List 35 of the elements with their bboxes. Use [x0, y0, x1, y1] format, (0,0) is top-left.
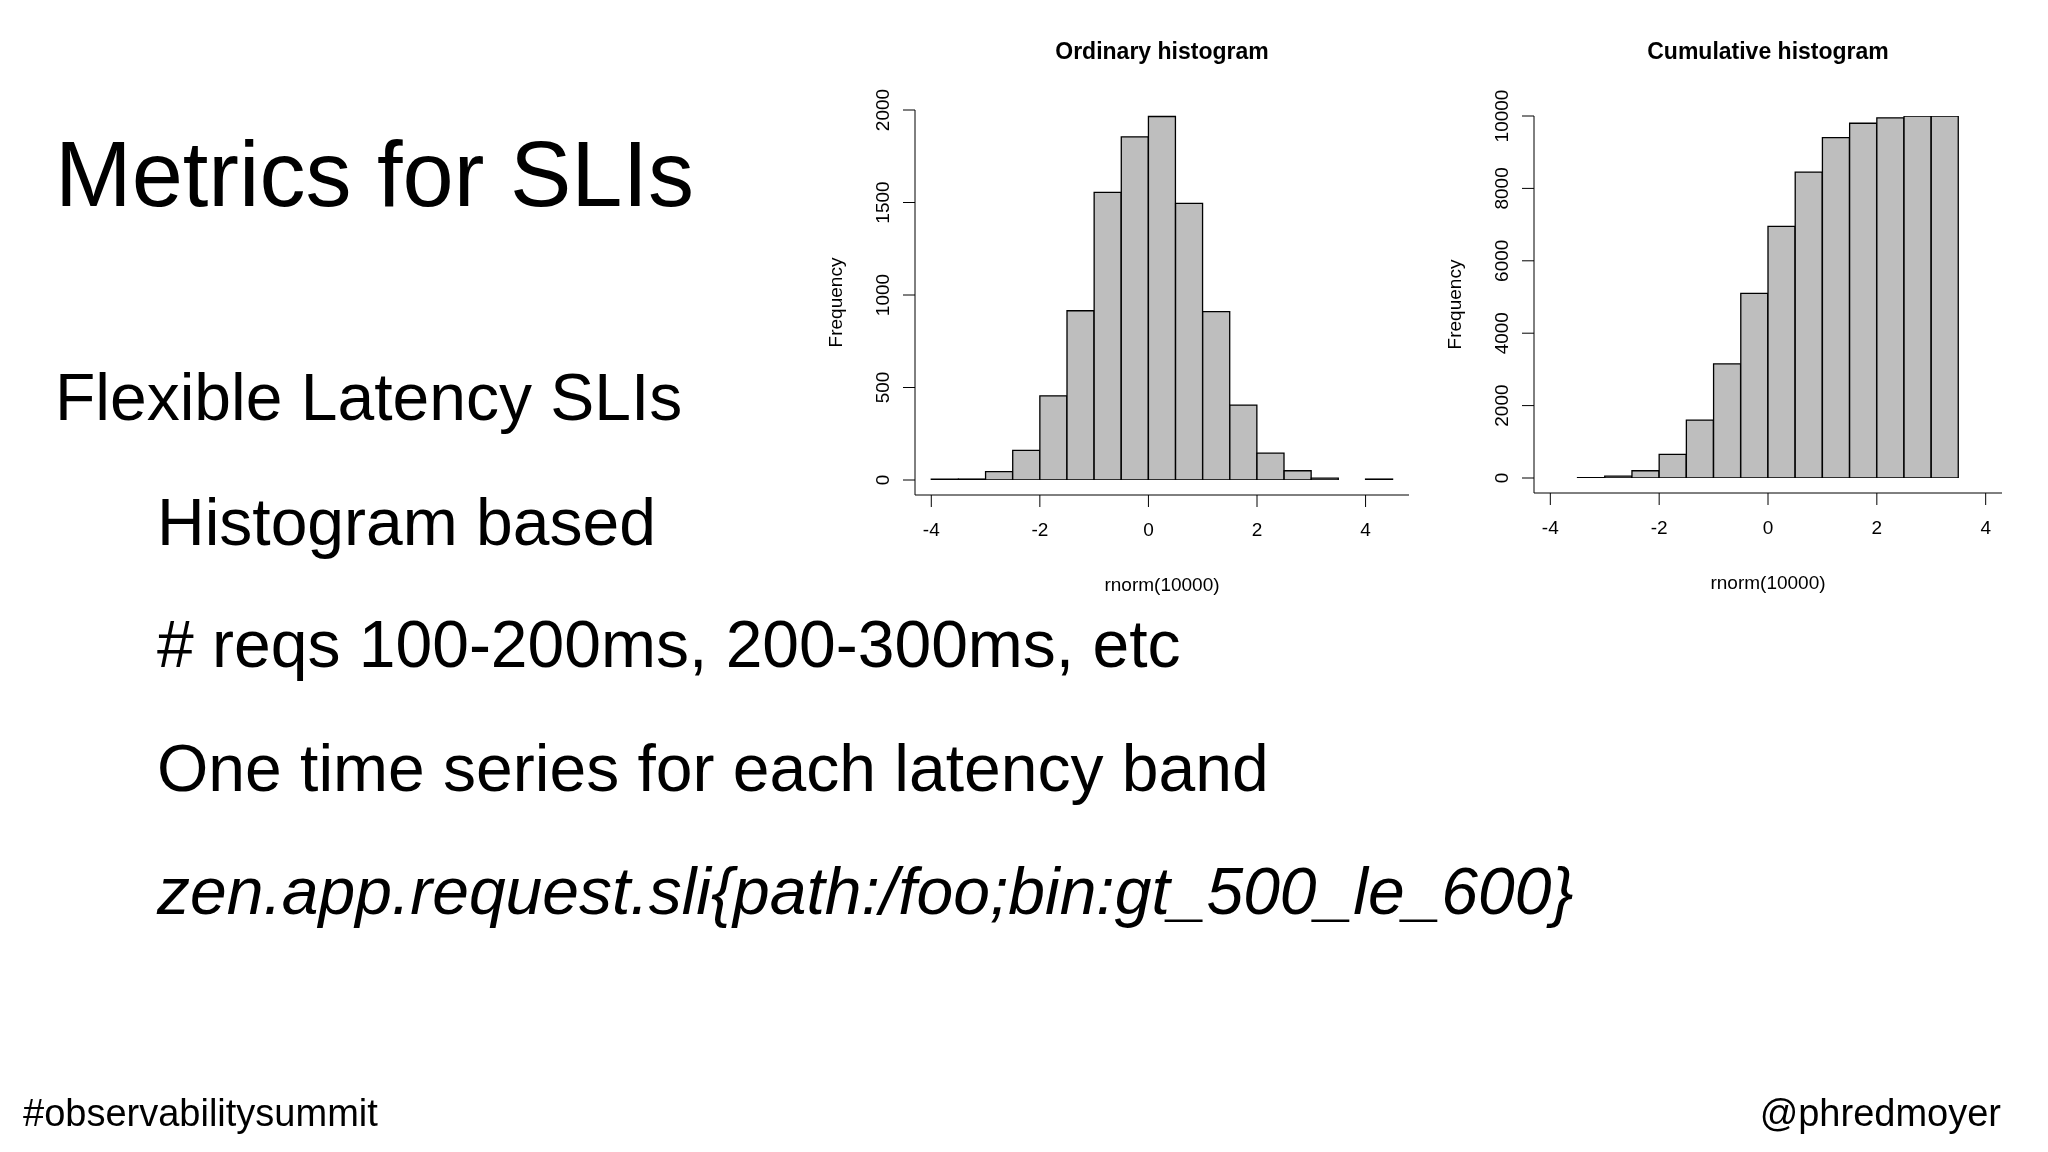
y-axis-title: Frequency: [825, 257, 846, 348]
x-tick-label: 2: [1251, 519, 1263, 541]
x-tick-label: 4: [1360, 519, 1372, 541]
x-tick-label: 0: [1762, 517, 1774, 539]
text: One time series for each latency band: [157, 731, 1269, 805]
text: #observabilitysummit: [23, 1092, 378, 1134]
text: Flexible Latency SLIs: [55, 360, 683, 434]
y-tick-label: 8000: [1491, 167, 1512, 210]
y-tick-label: 2000: [1491, 384, 1512, 427]
y-tick-label: 6000: [1491, 239, 1512, 282]
x-tick-label: 0: [1143, 519, 1154, 541]
y-tick-label: 4000: [1491, 312, 1512, 355]
x-axis-title: rnorm(10000): [1710, 572, 1826, 593]
text: zen.app.request.sli{path:/foo;bin:gt_500_le_600}: [157, 854, 1574, 928]
y-tick-label: 1500: [872, 181, 893, 224]
y-tick-label: 10000: [1491, 89, 1512, 143]
x-tick-label: -2: [1650, 517, 1668, 539]
x-axis-title: rnorm(10000): [1104, 574, 1220, 595]
x-tick-label: -4: [922, 519, 941, 541]
chart-title: Cumulative histogram: [1646, 38, 1890, 64]
y-tick-label: 1000: [872, 273, 893, 317]
x-tick-label: -4: [1541, 517, 1560, 539]
x-tick-label: 2: [1871, 517, 1883, 539]
text: @phredmoyer: [1759, 1092, 2001, 1134]
y-axis-title: Frequency: [1444, 259, 1465, 350]
y-tick-label: 500: [872, 371, 893, 404]
x-tick-label: -2: [1031, 519, 1049, 541]
x-tick-label: 4: [1980, 517, 1992, 539]
chart-title: Ordinary histogram: [1054, 38, 1270, 64]
text: Histogram based: [157, 485, 656, 559]
y-tick-label: 0: [1491, 472, 1512, 484]
y-tick-label: 2000: [872, 88, 893, 132]
text: Metrics for SLIs: [55, 123, 695, 225]
y-tick-label: 0: [872, 474, 893, 486]
text: # reqs 100-200ms, 200-300ms, etc: [157, 607, 1181, 681]
